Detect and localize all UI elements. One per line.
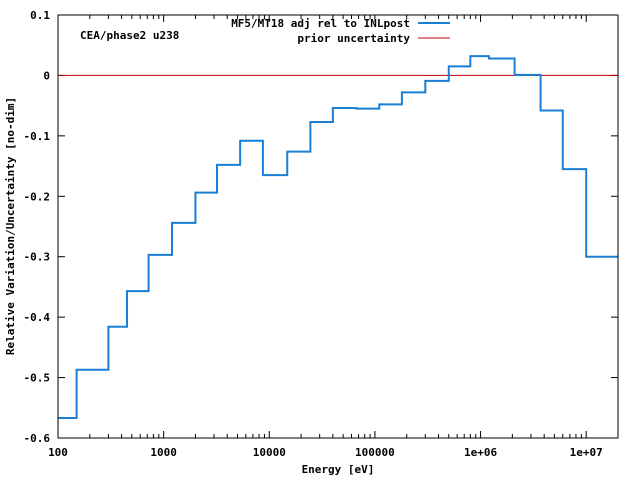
- y-tick-labels: 0.1 0 -0.1 -0.2 -0.3 -0.4 -0.5 -0.6: [24, 9, 51, 445]
- x-axis-label: Energy [eV]: [302, 463, 375, 476]
- x-tick-label-2: 10000: [253, 446, 286, 459]
- y-tick-label-7: -0.6: [24, 432, 51, 445]
- x-tick-labels: 100 1000 10000 100000 1e+06 1e+07: [48, 446, 603, 459]
- x-tick-label-3: 100000: [355, 446, 395, 459]
- y-tick-label-3: -0.2: [24, 190, 51, 203]
- y-tick-label-2: -0.1: [24, 130, 51, 143]
- y-tick-label-0: 0.1: [30, 9, 50, 22]
- plot-frame: [57, 14, 619, 439]
- x-tick-label-1: 1000: [150, 446, 177, 459]
- y-tick-label-1: 0: [43, 69, 50, 82]
- y-tick-label-4: -0.3: [24, 251, 51, 264]
- tick-marks: [57, 14, 618, 439]
- series-adjustment-step-line: [58, 55, 618, 420]
- y-axis-label: Relative Variation/Uncertainty [no-dim]: [4, 97, 17, 355]
- x-tick-label-0: 100: [48, 446, 68, 459]
- legend: MF5/MT18 adj rel to INLpost prior uncert…: [231, 17, 450, 45]
- legend-label-0: MF5/MT18 adj rel to INLpost: [231, 17, 410, 30]
- y-tick-label-6: -0.5: [24, 372, 51, 385]
- chart-annotation: CEA/phase2 u238: [80, 29, 179, 42]
- y-tick-label-5: -0.4: [24, 311, 51, 324]
- x-tick-label-5: 1e+07: [570, 446, 603, 459]
- x-tick-label-4: 1e+06: [464, 446, 497, 459]
- series-layer: [58, 55, 618, 420]
- legend-label-1: prior uncertainty: [297, 32, 410, 45]
